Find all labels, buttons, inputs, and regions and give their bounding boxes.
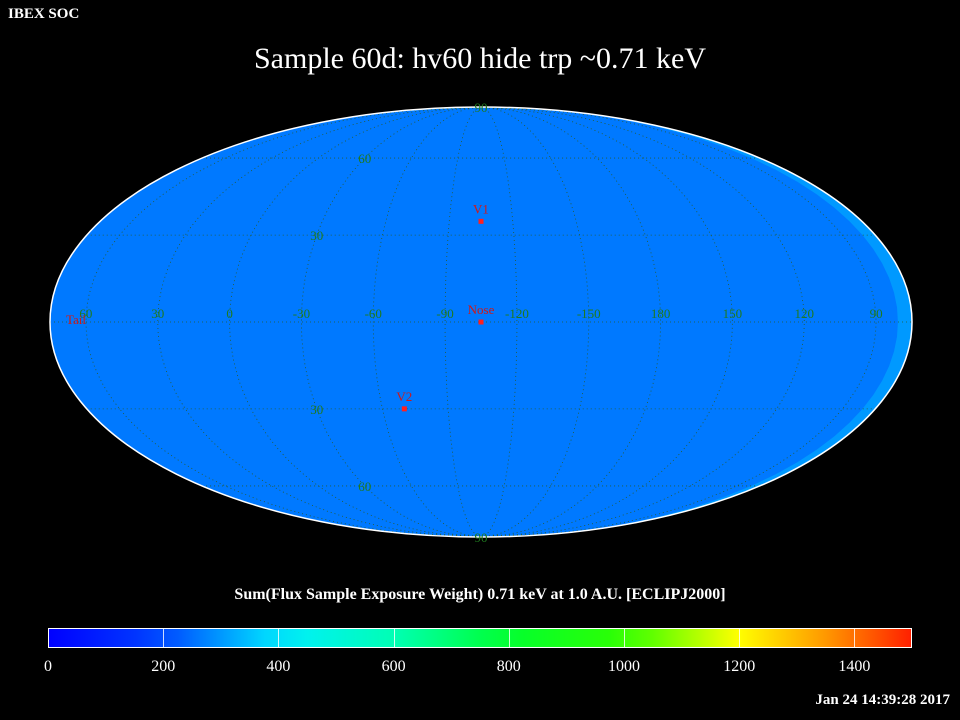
colorbar-tick [624,629,625,647]
longitude-label: 0 [226,306,233,321]
marker-point [478,218,484,224]
colorbar-tick [854,629,856,647]
map-outline [49,106,913,538]
longitude-label: 30 [151,306,164,321]
colorbar-tick-label: 400 [266,658,291,675]
latitude-label: 60 [358,479,371,494]
latitude-label: 60 [358,151,371,166]
map-cells [50,107,912,537]
sky-map: 60 30 0 -30 -60 -90 -120 -150 180 150 120 90 90 60 30 3… [49,100,913,545]
colorbar-tick-label: 200 [151,658,176,675]
colorbar-tick-label: 1200 [723,658,756,675]
graticule [50,107,912,537]
longitude-label: 180 [651,306,671,321]
colorbar-tick [278,629,280,647]
colorbar-tick-label: 0 [44,658,52,675]
longitude-label: -150 [577,306,601,321]
colorbar-tick-label: 1400 [838,658,871,675]
org-label: IBEX SOC [8,6,80,22]
colorbar-tick-label: 1000 [608,658,640,675]
colorbar-tick-label: 600 [381,658,406,675]
marker-point [478,319,484,325]
latitude-label: 30 [310,228,323,243]
latitude-label: 90 [475,100,488,115]
colorbar-tick [48,629,49,647]
marker-label: Nose [468,302,495,317]
colorbar [48,628,912,648]
marker-label: V2 [396,389,412,404]
latitude-label: 90 [475,530,488,545]
colorbar-tick [163,629,165,647]
colorbar-tick-labels: 0 200 400 600 800 1000 1200 1400 [0,658,960,678]
colorbar-tick [508,629,510,647]
longitude-label: 90 [870,306,883,321]
longitude-label: -120 [505,306,529,321]
colorbar-tick [393,629,395,647]
latitude-label: 30 [310,402,323,417]
longitude-label: 60 [79,306,92,321]
longitude-label: 150 [723,306,743,321]
timestamp: Jan 24 14:39:28 2017 [815,692,950,708]
colorbar-tick [739,629,741,647]
longitude-label: -60 [365,306,382,321]
longitude-label: 120 [795,306,815,321]
longitude-label: -30 [293,306,310,321]
marker-point [401,406,407,412]
marker-label: Tail [66,312,86,327]
colorbar-title: Sum(Flux Sample Exposure Weight) 0.71 ke… [234,586,726,603]
chart-title: Sample 60d: hv60 hide trp ~0.71 keV [253,42,706,75]
marker-label: V1 [473,201,489,216]
colorbar-tick-label: 800 [496,658,521,675]
longitude-label: -90 [436,306,453,321]
